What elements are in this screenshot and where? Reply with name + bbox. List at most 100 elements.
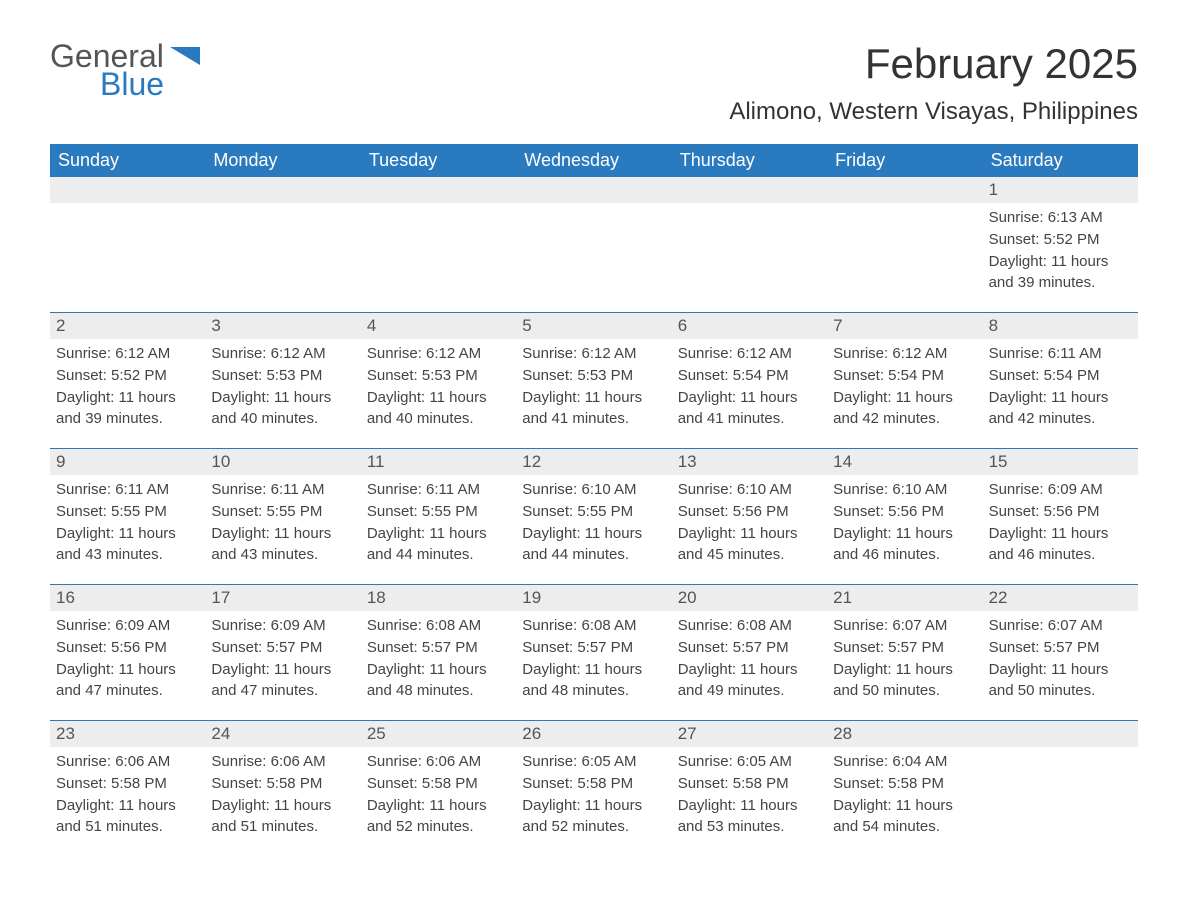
day-daylight2: and 41 minutes.	[678, 408, 821, 430]
day-daylight1: Daylight: 11 hours	[989, 523, 1132, 545]
day-sunrise: Sunrise: 6:06 AM	[56, 751, 199, 773]
day-number: 12	[516, 449, 671, 475]
day-daylight2: and 44 minutes.	[367, 544, 510, 566]
day-daylight2: and 40 minutes.	[367, 408, 510, 430]
day-sunrise: Sunrise: 6:05 AM	[678, 751, 821, 773]
day-daylight1: Daylight: 11 hours	[522, 795, 665, 817]
day-sunrise: Sunrise: 6:06 AM	[367, 751, 510, 773]
weekday-label: Tuesday	[361, 144, 516, 177]
day-number: 21	[827, 585, 982, 611]
day-cell	[827, 177, 982, 312]
week-row: 16Sunrise: 6:09 AMSunset: 5:56 PMDayligh…	[50, 584, 1138, 720]
day-sunrise: Sunrise: 6:12 AM	[678, 343, 821, 365]
day-sunset: Sunset: 5:57 PM	[833, 637, 976, 659]
day-sunrise: Sunrise: 6:13 AM	[989, 207, 1132, 229]
day-sunset: Sunset: 5:58 PM	[211, 773, 354, 795]
weekday-label: Sunday	[50, 144, 205, 177]
day-daylight2: and 48 minutes.	[522, 680, 665, 702]
day-daylight2: and 54 minutes.	[833, 816, 976, 838]
header-row: General Blue February 2025 Alimono, West…	[50, 40, 1138, 126]
day-sunrise: Sunrise: 6:09 AM	[211, 615, 354, 637]
day-daylight2: and 46 minutes.	[989, 544, 1132, 566]
day-daylight1: Daylight: 11 hours	[211, 523, 354, 545]
location: Alimono, Western Visayas, Philippines	[729, 98, 1138, 126]
day-content: Sunrise: 6:05 AMSunset: 5:58 PMDaylight:…	[678, 751, 821, 838]
day-sunset: Sunset: 5:53 PM	[367, 365, 510, 387]
day-number	[50, 177, 205, 203]
day-daylight1: Daylight: 11 hours	[833, 659, 976, 681]
day-sunset: Sunset: 5:58 PM	[678, 773, 821, 795]
day-cell: 21Sunrise: 6:07 AMSunset: 5:57 PMDayligh…	[827, 585, 982, 720]
day-sunset: Sunset: 5:55 PM	[367, 501, 510, 523]
day-daylight2: and 51 minutes.	[211, 816, 354, 838]
day-content: Sunrise: 6:12 AMSunset: 5:54 PMDaylight:…	[678, 343, 821, 430]
day-sunset: Sunset: 5:57 PM	[522, 637, 665, 659]
day-cell: 13Sunrise: 6:10 AMSunset: 5:56 PMDayligh…	[672, 449, 827, 584]
day-daylight2: and 44 minutes.	[522, 544, 665, 566]
day-number: 4	[361, 313, 516, 339]
day-content: Sunrise: 6:11 AMSunset: 5:55 PMDaylight:…	[211, 479, 354, 566]
day-daylight2: and 45 minutes.	[678, 544, 821, 566]
week-row: 9Sunrise: 6:11 AMSunset: 5:55 PMDaylight…	[50, 448, 1138, 584]
day-number: 8	[983, 313, 1138, 339]
day-sunrise: Sunrise: 6:12 AM	[56, 343, 199, 365]
week-row: 2Sunrise: 6:12 AMSunset: 5:52 PMDaylight…	[50, 312, 1138, 448]
day-content: Sunrise: 6:11 AMSunset: 5:54 PMDaylight:…	[989, 343, 1132, 430]
day-cell: 7Sunrise: 6:12 AMSunset: 5:54 PMDaylight…	[827, 313, 982, 448]
day-sunrise: Sunrise: 6:07 AM	[989, 615, 1132, 637]
day-daylight1: Daylight: 11 hours	[211, 795, 354, 817]
day-daylight1: Daylight: 11 hours	[678, 795, 821, 817]
day-sunrise: Sunrise: 6:11 AM	[211, 479, 354, 501]
weekday-label: Friday	[827, 144, 982, 177]
day-cell: 15Sunrise: 6:09 AMSunset: 5:56 PMDayligh…	[983, 449, 1138, 584]
day-cell: 12Sunrise: 6:10 AMSunset: 5:55 PMDayligh…	[516, 449, 671, 584]
day-sunset: Sunset: 5:58 PM	[367, 773, 510, 795]
day-sunrise: Sunrise: 6:10 AM	[522, 479, 665, 501]
day-sunrise: Sunrise: 6:08 AM	[522, 615, 665, 637]
day-cell	[361, 177, 516, 312]
day-sunset: Sunset: 5:56 PM	[678, 501, 821, 523]
weekday-label: Thursday	[672, 144, 827, 177]
day-cell: 8 Sunrise: 6:11 AMSunset: 5:54 PMDaylight…	[983, 313, 1138, 448]
day-daylight2: and 46 minutes.	[833, 544, 976, 566]
day-daylight1: Daylight: 11 hours	[367, 523, 510, 545]
weeks-container: 1Sunrise: 6:13 AMSunset: 5:52 PMDaylight…	[50, 177, 1138, 856]
day-sunrise: Sunrise: 6:12 AM	[522, 343, 665, 365]
day-sunset: Sunset: 5:56 PM	[56, 637, 199, 659]
weekday-label: Saturday	[983, 144, 1138, 177]
day-daylight1: Daylight: 11 hours	[367, 387, 510, 409]
day-number: 13	[672, 449, 827, 475]
day-sunset: Sunset: 5:53 PM	[522, 365, 665, 387]
day-number	[516, 177, 671, 203]
day-number: 27	[672, 721, 827, 747]
day-daylight2: and 42 minutes.	[989, 408, 1132, 430]
day-cell: 26Sunrise: 6:05 AMSunset: 5:58 PMDayligh…	[516, 721, 671, 856]
day-number: 10	[205, 449, 360, 475]
title-block: February 2025 Alimono, Western Visayas, …	[729, 40, 1138, 126]
day-daylight1: Daylight: 11 hours	[522, 523, 665, 545]
day-daylight2: and 53 minutes.	[678, 816, 821, 838]
day-daylight2: and 47 minutes.	[56, 680, 199, 702]
day-sunset: Sunset: 5:55 PM	[211, 501, 354, 523]
day-cell: 6Sunrise: 6:12 AMSunset: 5:54 PMDaylight…	[672, 313, 827, 448]
day-sunrise: Sunrise: 6:10 AM	[678, 479, 821, 501]
week-row: 1Sunrise: 6:13 AMSunset: 5:52 PMDaylight…	[50, 177, 1138, 312]
day-cell: 23Sunrise: 6:06 AMSunset: 5:58 PMDayligh…	[50, 721, 205, 856]
day-daylight2: and 49 minutes.	[678, 680, 821, 702]
day-number: 9	[50, 449, 205, 475]
day-cell: 24Sunrise: 6:06 AMSunset: 5:58 PMDayligh…	[205, 721, 360, 856]
day-cell: 10 Sunrise: 6:11 AMSunset: 5:55 PMDayligh…	[205, 449, 360, 584]
day-daylight2: and 42 minutes.	[833, 408, 976, 430]
day-content: Sunrise: 6:07 AMSunset: 5:57 PMDaylight:…	[989, 615, 1132, 702]
day-sunset: Sunset: 5:58 PM	[833, 773, 976, 795]
day-sunset: Sunset: 5:57 PM	[211, 637, 354, 659]
day-sunrise: Sunrise: 6:09 AM	[989, 479, 1132, 501]
day-cell	[983, 721, 1138, 856]
day-daylight2: and 41 minutes.	[522, 408, 665, 430]
day-content: Sunrise: 6:09 AMSunset: 5:56 PMDaylight:…	[56, 615, 199, 702]
day-daylight2: and 40 minutes.	[211, 408, 354, 430]
day-sunset: Sunset: 5:57 PM	[989, 637, 1132, 659]
day-daylight1: Daylight: 11 hours	[522, 659, 665, 681]
weekday-header: Sunday Monday Tuesday Wednesday Thursday…	[50, 144, 1138, 177]
day-number: 15	[983, 449, 1138, 475]
